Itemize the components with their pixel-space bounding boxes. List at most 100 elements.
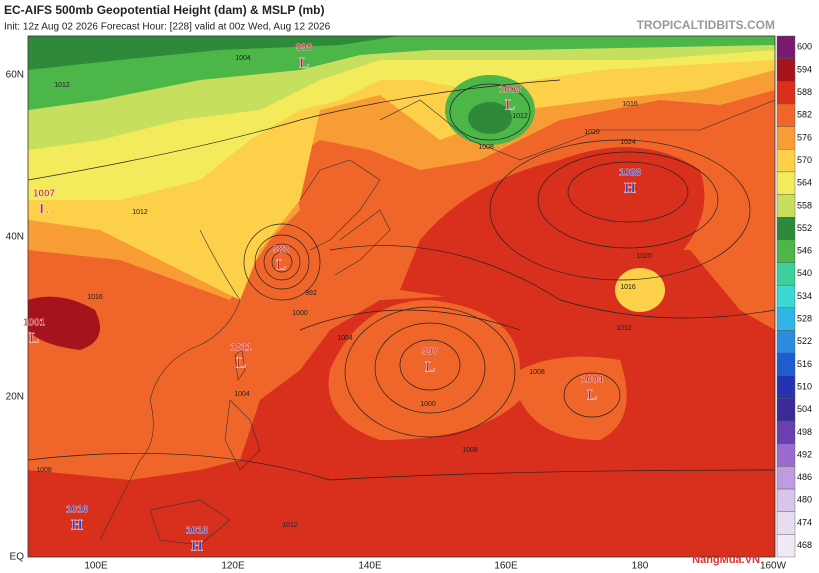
colorbar-label: 558 (797, 200, 812, 210)
field-546 (28, 36, 775, 110)
colorbar-label: 576 (797, 132, 812, 142)
isobar-label: 1020 (584, 129, 600, 136)
center-letter: L (587, 387, 597, 403)
colorbar-cell (776, 217, 796, 241)
colorbar-label: 486 (797, 472, 812, 482)
colorbar-cell (776, 375, 796, 399)
colorbar-label: 534 (797, 291, 812, 301)
colorbar-cell (776, 534, 796, 558)
center-value: 1011 (230, 343, 252, 354)
field-570-blob (615, 268, 665, 312)
center-letter: L (299, 55, 309, 71)
colorbar-cell (776, 126, 796, 150)
colorbar-cell (776, 466, 796, 490)
isobar-label: 1012 (132, 209, 148, 216)
colorbar-cell (776, 239, 796, 263)
isobar-label: 1008 (478, 144, 494, 151)
center-letter: L (425, 359, 435, 375)
isobar-label: 1008 (462, 447, 478, 454)
colorbar-cell (776, 194, 796, 218)
center-letter: H (191, 538, 203, 554)
colorbar: 600 594 588 582 576 570 564 558 552 546 540 534 528 5… (776, 35, 812, 558)
isobar-label: 1016 (620, 284, 636, 291)
map-frame (27, 35, 776, 558)
lat-label: 60N (6, 70, 24, 81)
colorbar-label: 570 (797, 155, 812, 165)
colorbar-label: 528 (797, 314, 812, 324)
lat-label: EQ (10, 552, 25, 563)
colorbar-label: 510 (797, 381, 812, 391)
center-value: 997 (422, 347, 439, 358)
colorbar-cell (776, 398, 796, 422)
colorbar-cell (776, 171, 796, 195)
colorbar-cell (776, 330, 796, 354)
lon-label: 160W (760, 561, 787, 572)
isobar-label: 1016 (622, 101, 638, 108)
lon-label: 120E (221, 561, 245, 572)
colorbar-label: 540 (797, 268, 812, 278)
colorbar-label: 468 (797, 540, 812, 550)
source: TROPICALTIDBITS.COM (637, 18, 775, 32)
center-letter: H (71, 517, 83, 533)
isobar-label: 1004 (337, 335, 353, 342)
isobar-label: 1012 (54, 82, 70, 89)
isobar-label: 1004 (235, 55, 251, 62)
colorbar-label: 498 (797, 427, 812, 437)
isobar-label: 1000 (420, 401, 436, 408)
center-value: 1007 (33, 189, 56, 200)
colorbar-cell (776, 262, 796, 286)
lon-label: 100E (84, 561, 108, 572)
isobar-label: 1024 (620, 139, 636, 146)
center-letter: L (29, 330, 39, 346)
colorbar-cell (776, 420, 796, 444)
center-letter: H (624, 180, 636, 196)
isobar-label: 1012 (512, 113, 528, 120)
center-letter: L (236, 355, 246, 371)
field-552 (28, 36, 400, 70)
colorbar-cell (776, 81, 796, 105)
center-letter: L (39, 201, 49, 217)
colorbar-label: 552 (797, 223, 812, 233)
watermark: NangMua.VN (692, 554, 760, 566)
isobar-label: 1012 (616, 325, 632, 332)
isobar-label: 1016 (87, 294, 103, 301)
field-582-lows (328, 300, 627, 440)
colorbar-label: 480 (797, 495, 812, 505)
center-value: 1028 (619, 168, 642, 179)
coastlines (99, 99, 775, 546)
center-value: 1001 (23, 318, 46, 329)
field-594 (28, 296, 100, 350)
colorbar-label: 504 (797, 404, 812, 414)
lon-label: 180 (632, 561, 649, 572)
lon-label: 160E (494, 561, 518, 572)
title: EC-AIFS 500mb Geopotential Height (dam) … (4, 3, 324, 17)
lat-label: 20N (6, 392, 24, 403)
isobar-label: 1012 (282, 522, 298, 529)
colorbar-label: 474 (797, 517, 812, 527)
colorbar-label: 522 (797, 336, 812, 346)
isobars (28, 79, 775, 481)
colorbar-cell (776, 488, 796, 512)
colorbar-label: 600 (797, 42, 812, 52)
center-value: 982 (273, 245, 290, 256)
center-letter: L (276, 257, 286, 273)
colorbar-cell (776, 149, 796, 173)
isobar-label: 1008 (36, 467, 52, 474)
isobar-label: 992 (305, 290, 317, 297)
subtitle: Init: 12z Aug 02 2026 Forecast Hour: [22… (4, 22, 331, 33)
colorbar-cell (776, 511, 796, 535)
colorbar-label: 546 (797, 246, 812, 256)
colorbar-label: 564 (797, 178, 812, 188)
colorbar-label: 492 (797, 449, 812, 459)
colorbar-label: 594 (797, 64, 812, 74)
colorbar-cell (776, 307, 796, 331)
isobar-label: 1020 (636, 253, 652, 260)
center-value: 1004 (581, 375, 604, 386)
lat-label: 40N (6, 232, 24, 243)
center-value: 1009 (499, 85, 522, 96)
isobar-label: 1004 (234, 391, 250, 398)
field-552-low (468, 102, 512, 134)
colorbar-cell (776, 58, 796, 82)
colorbar-cell (776, 352, 796, 376)
